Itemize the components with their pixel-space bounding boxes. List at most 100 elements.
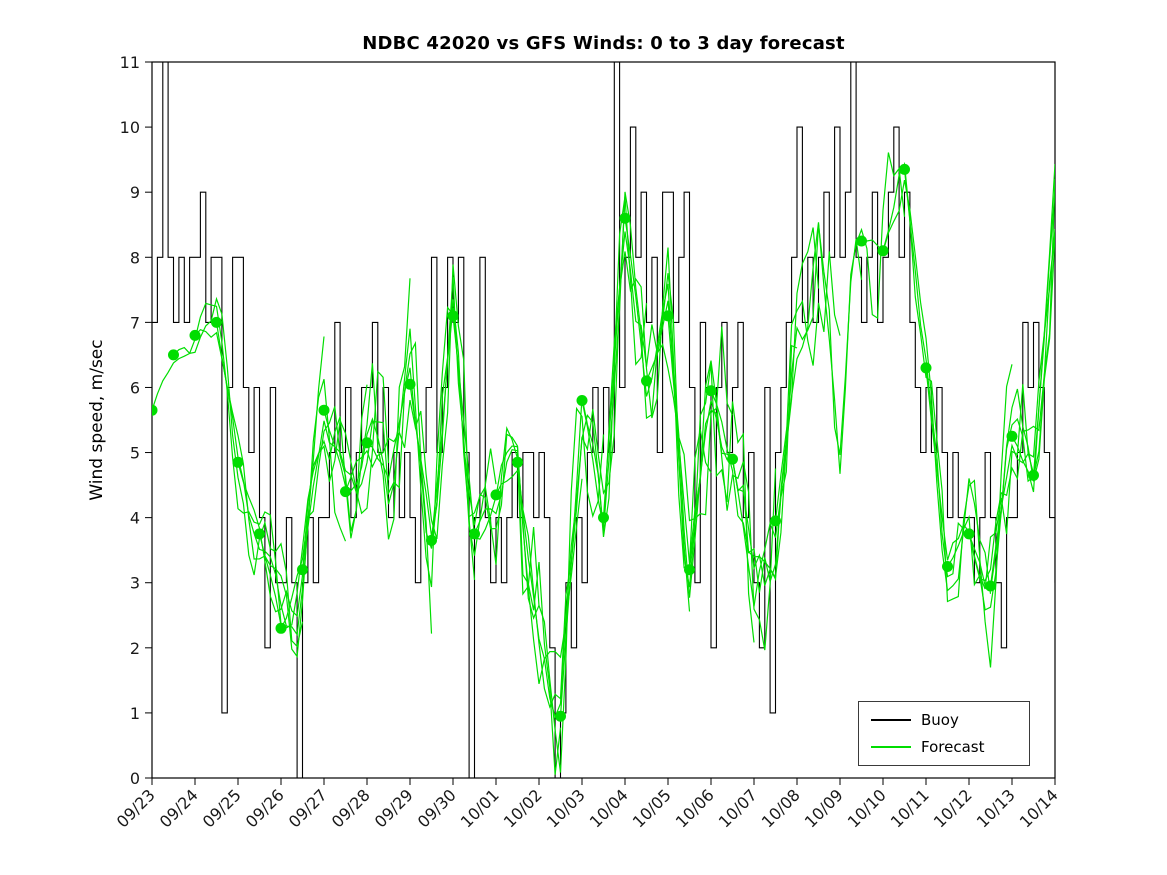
forecast-start-marker: [920, 362, 932, 374]
forecast-run-line: [152, 302, 282, 625]
y-tick-label: 7: [130, 313, 140, 332]
forecast-start-marker: [684, 564, 695, 576]
x-tick-label: 09/26: [242, 785, 288, 831]
y-tick-label: 0: [130, 769, 140, 788]
forecast-start-marker: [426, 534, 437, 546]
y-tick-label: 10: [120, 118, 140, 137]
x-tick-label: 09/29: [371, 785, 417, 831]
x-tick-label: 10/12: [930, 785, 976, 831]
legend-label-buoy: Buoy: [921, 711, 959, 729]
buoy-line-swatch: [871, 719, 911, 721]
x-tick-label: 10/14: [1016, 785, 1062, 831]
x-tick-label: 10/05: [629, 785, 675, 831]
x-tick-label: 10/03: [543, 785, 589, 831]
forecast-line-swatch: [871, 746, 911, 748]
y-tick-label: 2: [130, 639, 140, 658]
forecast-start-marker: [856, 235, 867, 247]
x-tick-label: 10/09: [801, 785, 847, 831]
forecast-start-marker: [297, 564, 308, 576]
y-tick-label: 6: [130, 378, 140, 397]
forecast-start-marker: [275, 622, 287, 634]
x-tick-label: 10/13: [973, 785, 1019, 831]
x-tick-label: 10/11: [887, 785, 933, 831]
forecast-start-marker: [189, 329, 201, 341]
forecast-run-line: [173, 296, 304, 648]
forecast-run-line: [516, 196, 648, 719]
forecast-start-marker: [662, 310, 674, 322]
forecast-run-line: [710, 251, 841, 582]
x-tick-label: 09/24: [156, 785, 202, 831]
forecast-start-marker: [318, 404, 330, 416]
forecast-start-marker: [361, 437, 373, 449]
forecast-start-marker: [447, 310, 459, 322]
forecast-run-line: [344, 264, 476, 580]
x-tick-label: 10/10: [844, 785, 890, 831]
forecast-start-marker: [152, 404, 158, 416]
forecast-run-line: [473, 406, 605, 773]
legend-label-forecast: Forecast: [921, 738, 985, 756]
forecast-start-marker: [619, 212, 631, 224]
y-tick-label: 8: [130, 248, 140, 267]
forecast-run-line: [774, 152, 906, 521]
forecast-run-line: [903, 169, 1035, 590]
forecast-start-marker: [705, 385, 717, 397]
forecast-run-line: [366, 276, 497, 556]
forecast-start-marker: [641, 375, 652, 387]
y-tick-label: 1: [130, 704, 140, 723]
forecast-start-marker: [942, 561, 953, 572]
forecast-start-marker: [963, 528, 975, 540]
forecast-start-marker: [211, 316, 222, 328]
forecast-run-line: [624, 218, 755, 643]
y-tick-label: 5: [130, 444, 140, 463]
axes-box: [151, 61, 1056, 779]
x-tick-label: 10/04: [586, 785, 632, 831]
forecast-run-line: [968, 232, 1055, 592]
x-tick-label: 09/28: [328, 785, 374, 831]
legend-item-forecast: Forecast: [871, 738, 1017, 756]
forecast-start-marker: [254, 528, 265, 540]
x-tick-label: 10/08: [758, 785, 804, 831]
x-tick-label: 09/23: [113, 785, 159, 831]
x-tick-label: 10/06: [672, 785, 718, 831]
forecast-start-marker: [985, 580, 996, 592]
forecast-start-marker: [899, 163, 910, 175]
forecast-run-line: [280, 278, 411, 629]
legend-item-buoy: Buoy: [871, 711, 1017, 729]
forecast-start-marker: [877, 245, 889, 257]
forecast-run-line: [301, 340, 433, 634]
x-tick-label: 09/27: [285, 785, 331, 831]
forecast-start-marker: [770, 515, 781, 527]
forecast-run-line: [1032, 189, 1055, 476]
legend: Buoy Forecast: [858, 701, 1030, 766]
forecast-start-marker: [469, 528, 480, 540]
x-tick-label: 09/25: [199, 785, 245, 831]
x-tick-label: 10/01: [457, 785, 503, 831]
forecast-start-marker: [340, 486, 351, 498]
forecast-run-line: [215, 322, 347, 637]
forecast-run-line: [925, 234, 1055, 611]
forecast-run-line: [430, 307, 562, 775]
forecast-start-marker: [598, 512, 609, 524]
y-tick-label: 11: [120, 53, 140, 72]
y-tick-label: 4: [130, 509, 140, 528]
x-tick-label: 09/30: [414, 785, 460, 831]
chart-title: NDBC 42020 vs GFS Winds: 0 to 3 day fore…: [362, 33, 845, 54]
x-tick-label: 10/07: [715, 785, 761, 831]
forecast-run-line: [731, 224, 863, 607]
buoy-series-line: [152, 62, 1055, 778]
forecast-start-marker: [168, 349, 179, 361]
forecast-start-marker: [232, 456, 244, 468]
forecast-start-marker: [727, 453, 738, 465]
x-tick-label: 10/02: [500, 785, 546, 831]
forecast-run-line: [688, 227, 820, 586]
y-tick-label: 9: [130, 183, 140, 202]
forecast-run-line: [602, 231, 734, 522]
forecast-start-marker: [512, 456, 523, 468]
forecast-start-marker: [490, 489, 502, 501]
forecast-start-marker: [1028, 469, 1039, 481]
y-tick-label: 3: [130, 574, 140, 593]
forecast-start-marker: [1006, 430, 1018, 442]
forecast-run-line: [194, 329, 325, 659]
